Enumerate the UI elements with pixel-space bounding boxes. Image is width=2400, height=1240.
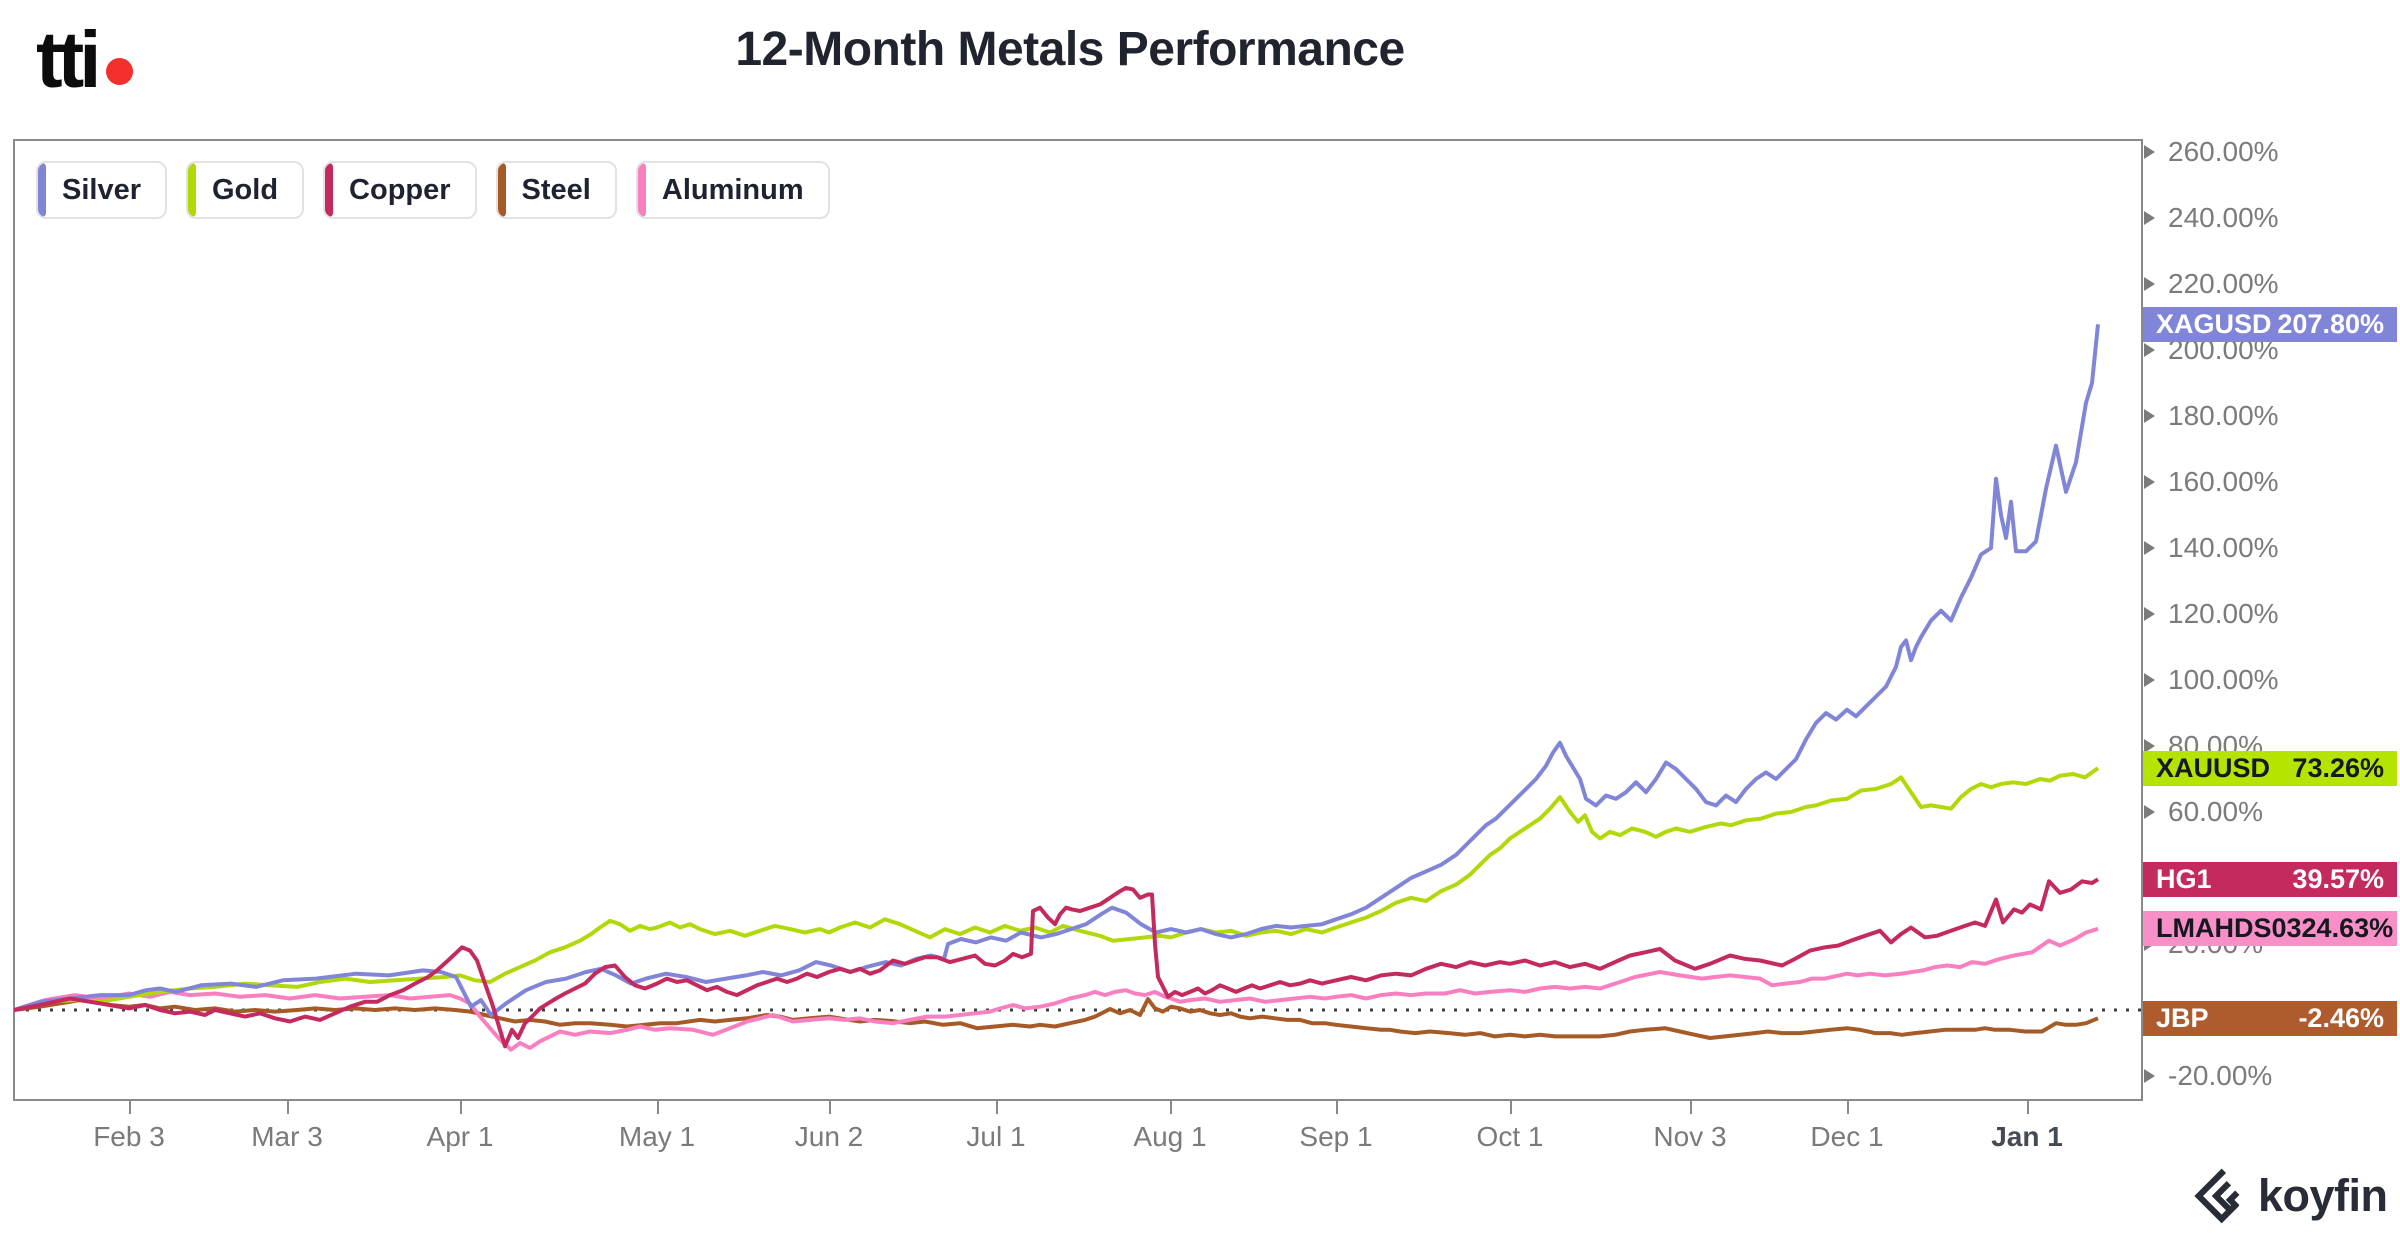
koyfin-diamond-icon	[2194, 1168, 2240, 1224]
legend-label: Silver	[62, 173, 141, 206]
x-tick-mark	[2027, 1101, 2029, 1114]
legend-label: Aluminum	[661, 173, 804, 206]
badge-value: -2.46%	[2298, 1002, 2384, 1033]
chart-panel	[13, 139, 2143, 1101]
x-axis-label: Jul 1	[966, 1121, 1026, 1152]
legend: Silver Gold Copper Steel Aluminum	[36, 161, 830, 219]
x-axis-label: Oct 1	[1476, 1121, 1544, 1152]
badge-ticker: JBP	[2156, 1002, 2209, 1033]
y-axis-label: 240.00%	[2168, 202, 2279, 233]
x-tick-mark	[287, 1101, 289, 1114]
badge-value: 73.26%	[2292, 752, 2384, 783]
badge-ticker: XAUUSD	[2156, 752, 2271, 783]
x-axis-label: Nov 3	[1653, 1121, 1727, 1152]
legend-item-steel[interactable]: Steel	[495, 161, 617, 219]
series-line-gold[interactable]	[14, 766, 2100, 1012]
x-axis-label: Jan 1	[1991, 1121, 2063, 1152]
tti-logo-text: tti	[36, 15, 101, 104]
koyfin-watermark[interactable]: koyfin	[2192, 1168, 2388, 1224]
y-tick-arrow-icon	[2144, 805, 2155, 819]
x-tick-mark	[1847, 1101, 1849, 1114]
y-tick-arrow-icon	[2144, 211, 2155, 225]
y-axis-label: 180.00%	[2168, 400, 2279, 431]
badge-value: 207.80%	[2277, 308, 2384, 339]
price-badge-lmahds03[interactable]: LMAHDS03 24.63%	[2143, 911, 2397, 947]
x-tick-mark	[1690, 1101, 1692, 1114]
x-axis-label: Apr 1	[426, 1121, 494, 1152]
y-tick-arrow-icon	[2144, 343, 2155, 357]
y-axis-label: -20.00%	[2168, 1060, 2273, 1091]
series-line-silver[interactable]	[14, 324, 2100, 1017]
badge-value: 39.57%	[2292, 863, 2384, 894]
y-axis-label: 120.00%	[2168, 598, 2279, 629]
x-tick-mark	[657, 1101, 659, 1114]
koyfin-watermark-text: koyfin	[2258, 1170, 2388, 1221]
x-tick-mark	[1336, 1101, 1338, 1114]
x-tick-mark	[829, 1101, 831, 1114]
legend-label: Gold	[212, 173, 279, 206]
legend-label: Steel	[521, 173, 591, 206]
y-tick-arrow-icon	[2144, 673, 2155, 687]
x-tick-mark	[460, 1101, 462, 1114]
series-line-copper[interactable]	[14, 877, 2100, 1049]
x-tick-mark	[1170, 1101, 1172, 1114]
series-line-aluminum[interactable]	[14, 926, 2099, 1052]
x-axis-label: Feb 3	[93, 1121, 165, 1152]
badge-ticker: LMAHDS03	[2156, 913, 2302, 944]
price-badge-jbp[interactable]: JBP -2.46%	[2143, 1000, 2397, 1036]
price-badge-hg1[interactable]: HG1 39.57%	[2143, 861, 2397, 897]
aluminum-swatch-icon	[637, 163, 646, 217]
x-axis-label: Jun 2	[794, 1121, 864, 1152]
legend-item-silver[interactable]: Silver	[36, 161, 167, 219]
y-tick-arrow-icon	[2144, 277, 2155, 291]
steel-swatch-icon	[497, 163, 506, 217]
y-axis-label: 220.00%	[2168, 268, 2279, 299]
price-badge-xauusd[interactable]: XAUUSD 73.26%	[2143, 750, 2397, 786]
badge-ticker: HG1	[2156, 863, 2212, 894]
y-tick-arrow-icon	[2144, 739, 2155, 753]
silver-swatch-icon	[38, 163, 46, 217]
x-tick-mark	[1510, 1101, 1512, 1114]
tti-logo-dot-icon	[105, 58, 133, 85]
badge-ticker: XAGUSD	[2156, 308, 2272, 339]
legend-item-copper[interactable]: Copper	[323, 161, 477, 219]
y-tick-arrow-icon	[2144, 409, 2155, 423]
x-axis-label: Sep 1	[1299, 1121, 1373, 1152]
tti-logo: tti	[36, 14, 133, 106]
copper-swatch-icon	[325, 163, 334, 217]
gold-swatch-icon	[188, 163, 196, 217]
x-axis-label: May 1	[618, 1121, 696, 1152]
x-tick-mark	[129, 1101, 131, 1114]
price-badge-xagusd[interactable]: XAGUSD 207.80%	[2143, 306, 2397, 342]
y-tick-arrow-icon	[2144, 1069, 2155, 1083]
y-tick-arrow-icon	[2144, 475, 2155, 489]
y-axis-label: 160.00%	[2168, 466, 2279, 497]
page-title: 12-Month Metals Performance	[735, 23, 1405, 76]
y-axis-label: 260.00%	[2168, 136, 2279, 167]
badge-value: 24.63%	[2301, 913, 2394, 944]
y-tick-arrow-icon	[2144, 145, 2155, 159]
legend-item-aluminum[interactable]: Aluminum	[635, 161, 830, 219]
y-axis-label: 60.00%	[2168, 796, 2263, 827]
x-axis-label: Mar 3	[251, 1121, 323, 1152]
y-tick-arrow-icon	[2144, 607, 2155, 621]
y-axis-label: 140.00%	[2168, 532, 2279, 563]
legend-label: Copper	[349, 173, 451, 206]
x-tick-mark	[996, 1101, 998, 1114]
series-line-steel[interactable]	[14, 997, 2099, 1040]
y-axis-label: 100.00%	[2168, 664, 2279, 695]
y-tick-arrow-icon	[2144, 541, 2155, 555]
x-axis-label: Dec 1	[1810, 1121, 1884, 1152]
legend-item-gold[interactable]: Gold	[186, 161, 305, 219]
x-axis-label: Aug 1	[1133, 1121, 1207, 1152]
